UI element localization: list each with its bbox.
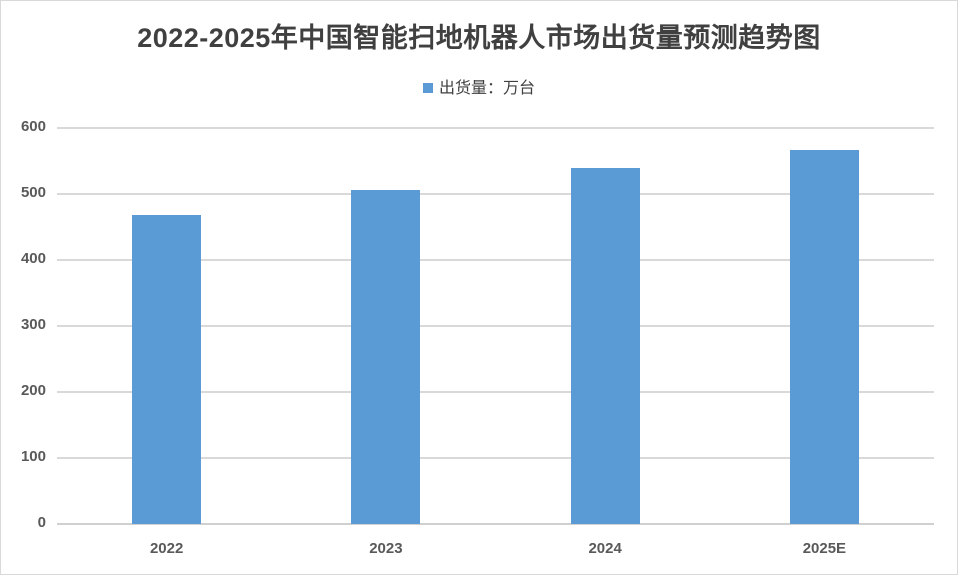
gridline xyxy=(57,325,934,327)
y-tick-label: 0 xyxy=(37,514,46,531)
x-axis-line xyxy=(57,523,934,525)
bar-2023[interactable] xyxy=(351,190,421,524)
x-tick-label: 2024 xyxy=(588,540,622,557)
bar-2025E[interactable] xyxy=(789,149,859,524)
bar-2022[interactable] xyxy=(132,215,202,524)
bar-2024[interactable] xyxy=(570,168,640,524)
gridline xyxy=(57,193,934,195)
chart-title: 2022-2025年中国智能扫地机器人市场出货量预测趋势图 xyxy=(137,23,821,53)
x-tick-label: 2022 xyxy=(149,540,184,557)
legend-swatch xyxy=(422,82,433,93)
y-tick-label: 200 xyxy=(20,382,46,399)
y-tick-label: 100 xyxy=(20,448,46,465)
gridline xyxy=(57,391,934,393)
y-tick-label: 300 xyxy=(20,316,46,333)
plot-area xyxy=(57,127,934,525)
y-tick-label: 400 xyxy=(20,250,46,267)
gridline xyxy=(57,127,934,129)
gridline xyxy=(57,259,934,261)
legend: 出货量：万台 xyxy=(0,74,958,98)
gridline xyxy=(57,457,934,459)
y-tick-label: 600 xyxy=(20,118,46,135)
x-tick-label: 2025E xyxy=(802,540,847,557)
legend-label: 出货量：万台 xyxy=(438,80,535,97)
x-tick-label: 2023 xyxy=(369,540,403,557)
y-tick-label: 500 xyxy=(20,184,46,201)
